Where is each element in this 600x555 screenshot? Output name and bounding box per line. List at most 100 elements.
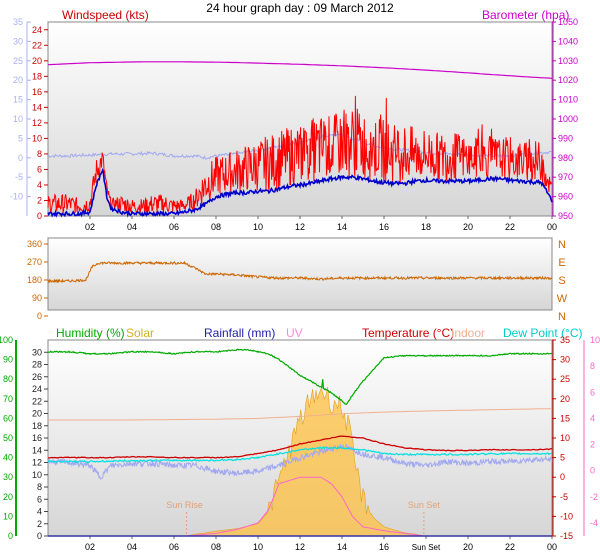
rain-tick-label: 16 [32,433,42,443]
time-tick-label: 20 [463,542,473,552]
humidity-tick-label: 20 [3,492,13,502]
sunrise-label: Sun Rise [166,500,203,510]
time-tick-label: 16 [379,222,389,232]
temperature-label: Temperature (°C) [362,326,454,340]
rain-tick-label: 2 [37,519,42,529]
humidity-line [47,348,552,406]
compass-label: S [558,275,565,287]
barometer-line [47,61,553,79]
wind-direction-panel: 0 N 90 W 180 S 270 E 360 N [27,237,568,323]
time-tick-label: Sun Set [412,543,441,552]
baro-tick-label: 1000 [558,114,578,124]
compass-label: W [557,293,568,305]
time-tick-label: 10 [253,542,263,552]
rain-tick-label: 22 [32,396,42,406]
temp-tick-label: 25 [13,56,23,66]
uv-label: UV [286,326,303,340]
compass-label: N [558,239,566,251]
humidity-tick-label: 40 [3,453,13,463]
uv-tick-label: 10 [590,335,600,345]
baro-tick-label: 970 [558,172,573,182]
wind-tick-label: 0 [37,211,42,221]
humidity-tick-label: 0 [8,531,13,541]
wind-direction-line [47,260,553,284]
time-tick-label: 14 [337,222,347,232]
direction-series [47,260,553,284]
rain-tick-label: 28 [32,360,42,370]
wind-tick-label: 4 [37,180,42,190]
time-tick-label: 14 [337,542,347,552]
time-tick-label: 12 [295,222,305,232]
temp-tick-label: -5 [560,492,568,502]
time-tick-label: 20 [463,222,473,232]
rain-tick-label: 24 [32,384,42,394]
wind-axis-ticks: -10-505101520253035024681012141618202224… [10,17,578,232]
multi-sensor-panel: Humidity (%) Solar Rainfall (mm) UV Temp… [0,326,600,552]
solar-label: Solar [126,326,154,340]
compass-label: E [558,257,565,269]
solar-area [186,386,424,537]
direction-tick-label: 360 [27,239,42,249]
baro-tick-label: 1030 [558,56,578,66]
temp-tick-label: 35 [560,335,570,345]
temp-tick-label: -15 [560,531,573,541]
solar-uv-fill [186,386,424,537]
rain-tick-label: 12 [32,458,42,468]
rain-tick-label: 30 [32,347,42,357]
temp-tick-label: 35 [13,17,23,27]
wind-tick-label: 24 [32,25,42,35]
direction-tick-label: 270 [27,257,42,267]
temp-tick-label: 10 [13,114,23,124]
temp-tick-label: 20 [560,394,570,404]
page-title: 24 hour graph day : 09 March 2012 [206,1,394,15]
time-tick-label: 00 [547,222,557,232]
humidity-tick-label: 50 [3,433,13,443]
baro-tick-label: 990 [558,133,573,143]
uv-tick-label: 4 [590,413,595,423]
rain-tick-label: 0 [37,531,42,541]
uv-tick-label: 2 [590,440,595,450]
time-tick-label: 06 [169,542,179,552]
humidity-label: Humidity (%) [56,326,125,340]
rain-tick-label: 6 [37,494,42,504]
compass-label: N [558,311,566,323]
baro-axis-label: Barometer (hpa) [482,8,569,22]
temp-tick-label: 20 [13,75,23,85]
indoor-label: Indoor [451,326,485,340]
temp-tick-label: 0 [560,472,565,482]
wind-tick-label: 20 [32,56,42,66]
temp-tick-label: 25 [560,374,570,384]
temp-tick-label: 30 [560,355,570,365]
temperature-line [47,435,553,459]
wind-tick-label: 12 [32,118,42,128]
direction-plot-area [47,237,553,311]
humidity-tick-label: 100 [0,335,13,345]
direction-tick-label: 180 [27,275,42,285]
time-tick-label: 12 [295,542,305,552]
uv-tick-label: 6 [590,387,595,397]
uv-tick-label: -2 [590,492,598,502]
time-tick-label: 02 [85,222,95,232]
humidity-tick-label: 30 [3,472,13,482]
uv-tick-label: -4 [590,518,598,528]
indoor-line [48,408,553,421]
wind-tick-label: 6 [37,164,42,174]
time-tick-label: 18 [421,222,431,232]
wind-axis-label: Windspeed (kts) [62,8,149,22]
baro-tick-label: 1020 [558,75,578,85]
wind-tick-label: 16 [32,87,42,97]
time-tick-label: 06 [169,222,179,232]
baro-tick-label: 1010 [558,95,578,105]
time-tick-label: 08 [211,542,221,552]
rain-tick-label: 8 [37,482,42,492]
baro-tick-label: 950 [558,211,573,221]
uv-line [186,476,424,537]
temp-tick-label: 10 [560,433,570,443]
time-tick-label: 04 [127,222,137,232]
dewpoint-label: Dew Point (°C) [503,326,582,340]
rain-tick-label: 26 [32,372,42,382]
baro-tick-label: 980 [558,153,573,163]
baro-tick-label: 1050 [558,17,578,27]
time-tick-label: 02 [85,542,95,552]
temp-tick-label: 15 [560,413,570,423]
